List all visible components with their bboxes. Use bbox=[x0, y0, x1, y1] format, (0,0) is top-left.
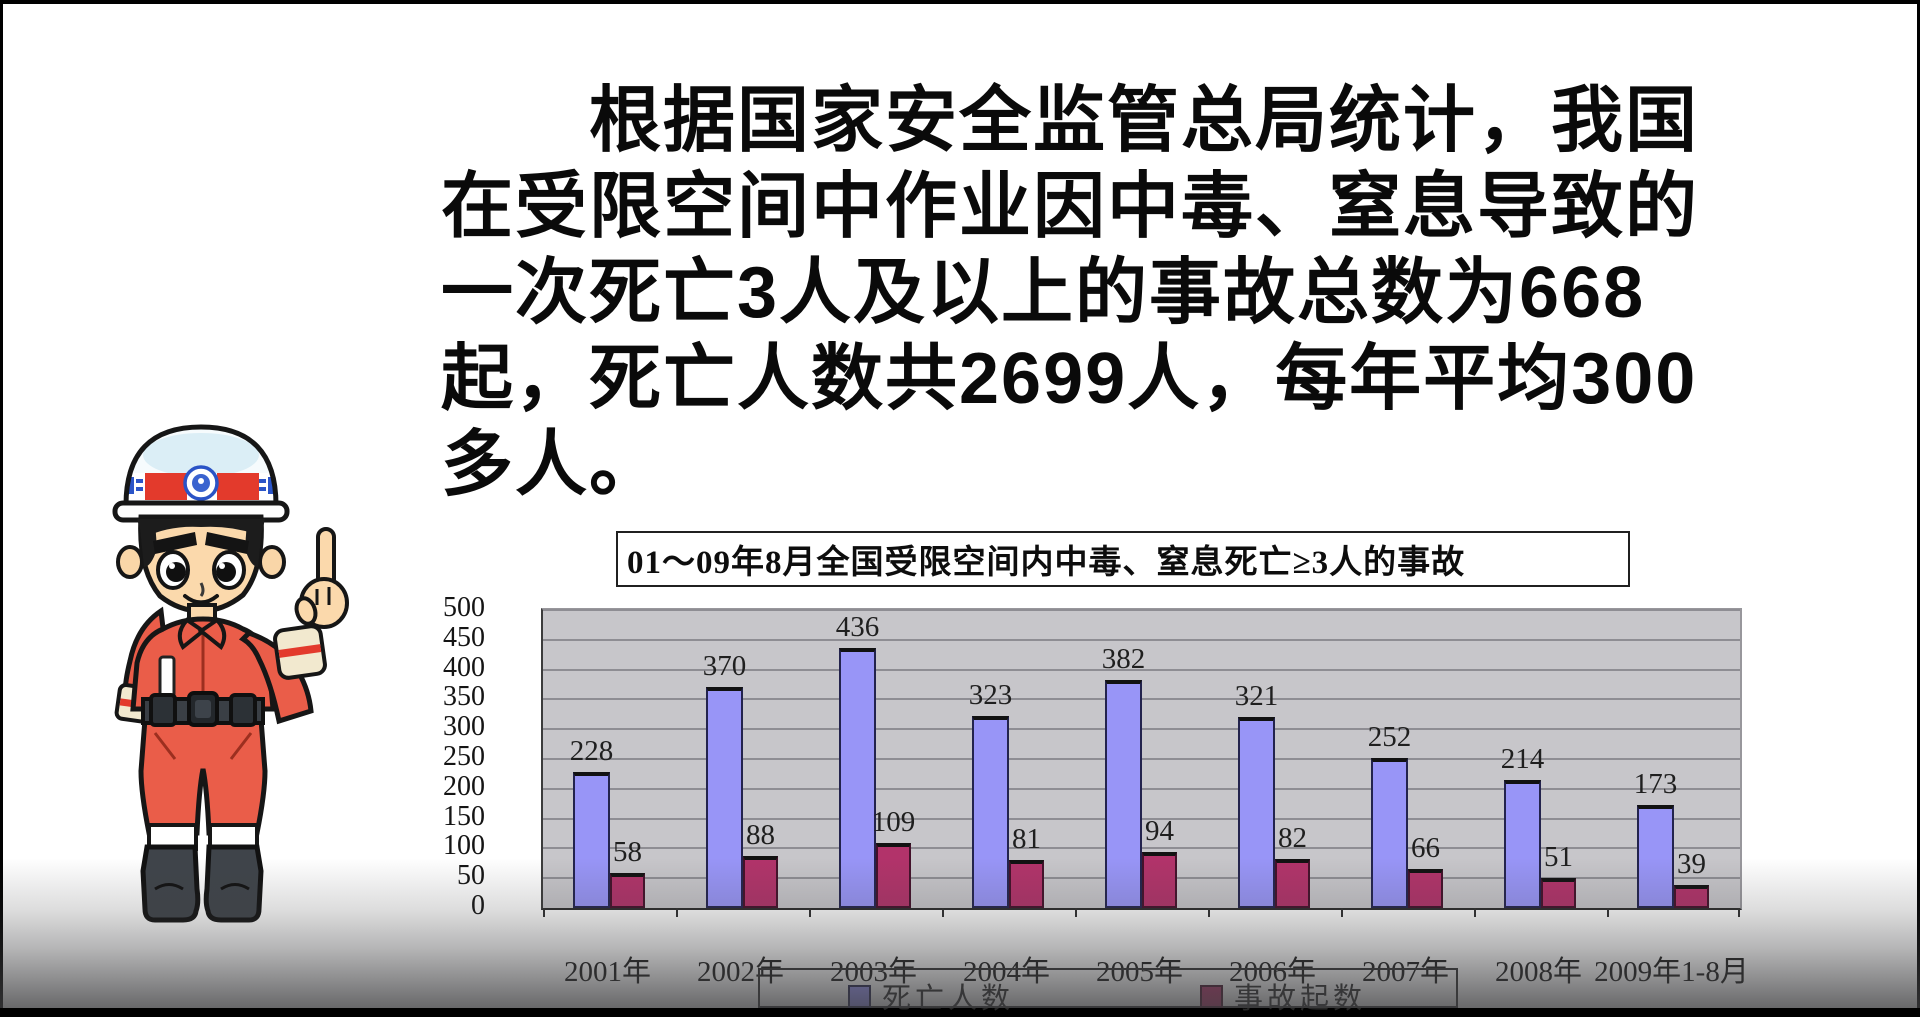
bar-accidents bbox=[743, 855, 778, 908]
legend-swatch-accidents bbox=[1200, 984, 1223, 1008]
bar-value-label: 109 bbox=[871, 806, 916, 839]
bar-value-label: 51 bbox=[1544, 840, 1573, 873]
y-axis-label: 400 bbox=[443, 651, 485, 683]
axis-tick bbox=[1075, 908, 1077, 917]
bar-value-label: 173 bbox=[1633, 767, 1678, 800]
bar-deaths bbox=[1105, 680, 1142, 908]
bar-value-label: 321 bbox=[1234, 679, 1279, 712]
y-axis-label: 500 bbox=[443, 592, 485, 623]
bar-value-label: 323 bbox=[968, 678, 1013, 711]
bar-deaths bbox=[839, 648, 876, 908]
chart-title: 01～09年8月全国受限空间内中毒、窒息死亡≥3人的事故 bbox=[627, 545, 1466, 581]
bar-accidents bbox=[1408, 868, 1443, 908]
legend-entry-accidents: 事故起数 bbox=[1200, 975, 1366, 1017]
grid-line bbox=[543, 668, 1740, 671]
y-axis-label: 0 bbox=[471, 890, 485, 921]
axis-tick bbox=[543, 908, 545, 917]
bar-value-label: 214 bbox=[1500, 743, 1545, 776]
bar-accidents bbox=[1275, 859, 1310, 908]
bar-deaths bbox=[706, 687, 743, 908]
legend-label: 死亡人数 bbox=[882, 983, 1015, 1015]
paragraph-line: 多人。 bbox=[441, 425, 664, 505]
axis-tick bbox=[809, 908, 811, 917]
chart-plot-area: 228 58 370 88 436 109 323 81 382 94 321 82 252 66 214 5… bbox=[541, 608, 1742, 917]
chart-title-box: 01～09年8月全国受限空间内中毒、窒息死亡≥3人的事故 bbox=[616, 531, 1630, 587]
bar-value-label: 58 bbox=[613, 836, 642, 869]
bar-accidents bbox=[1674, 884, 1709, 908]
y-axis-label: 150 bbox=[443, 800, 485, 832]
bar-deaths bbox=[1238, 716, 1275, 908]
bar-value-label: 228 bbox=[569, 735, 614, 768]
bar-value-label: 82 bbox=[1278, 822, 1307, 855]
legend-entry-deaths: 死亡人数 bbox=[848, 975, 1014, 1017]
y-axis: 500 450 400 350 300 250 200 150 100 50 0 bbox=[403, 593, 513, 921]
y-axis-label: 50 bbox=[457, 860, 485, 892]
bar-value-label: 436 bbox=[835, 611, 880, 644]
y-axis-label: 450 bbox=[443, 621, 485, 653]
legend-swatch-deaths bbox=[848, 984, 871, 1008]
intro-paragraph: 根据国家安全监管总局统计，我国 在受限空间中作业因中毒、窒息导致的 一次死亡3人… bbox=[441, 78, 1741, 508]
y-axis-label: 300 bbox=[443, 711, 485, 743]
paragraph-line: 起，死亡人数共2699人，每年平均300 bbox=[441, 339, 1698, 419]
axis-tick bbox=[942, 908, 944, 917]
bar-value-label: 370 bbox=[702, 650, 747, 683]
paragraph-line: 在受限空间中作业因中毒、窒息导致的 bbox=[441, 167, 1700, 247]
bar-accidents bbox=[1541, 877, 1576, 908]
y-axis-label: 350 bbox=[443, 681, 485, 713]
axis-tick bbox=[676, 908, 678, 917]
y-axis-label: 250 bbox=[443, 741, 485, 772]
bar-accidents bbox=[1009, 859, 1044, 908]
slide: 根据国家安全监管总局统计，我国 在受限空间中作业因中毒、窒息导致的 一次死亡3人… bbox=[3, 4, 1917, 1015]
bar-value-label: 81 bbox=[1012, 822, 1041, 855]
bar-value-label: 39 bbox=[1677, 847, 1706, 880]
y-axis-label: 200 bbox=[443, 770, 485, 802]
bar-accidents bbox=[610, 873, 645, 908]
bar-deaths bbox=[972, 715, 1009, 908]
axis-tick bbox=[1208, 908, 1210, 917]
axis-tick bbox=[1738, 908, 1740, 917]
grid-line bbox=[543, 609, 1740, 611]
bar-value-label: 94 bbox=[1145, 814, 1174, 847]
paragraph-line: 一次死亡3人及以上的事故总数为668 bbox=[441, 253, 1646, 333]
y-axis-label: 100 bbox=[443, 830, 485, 862]
chart-legend: 死亡人数 事故起数 bbox=[758, 968, 1458, 1015]
bar-value-label: 66 bbox=[1411, 831, 1440, 864]
bar-accidents bbox=[876, 843, 911, 908]
legend-label: 事故起数 bbox=[1234, 983, 1367, 1015]
bar-value-label: 252 bbox=[1367, 720, 1412, 753]
bar-accidents bbox=[1142, 851, 1177, 908]
x-axis-label: 2009年1-8月 bbox=[1594, 956, 1749, 988]
axis-tick bbox=[1607, 908, 1609, 917]
paragraph-line: 根据国家安全监管总局统计，我国 bbox=[589, 81, 1700, 161]
axis-tick bbox=[1474, 908, 1476, 917]
firefighter-mascot bbox=[103, 419, 353, 929]
axis-tick bbox=[1341, 908, 1343, 917]
bar-value-label: 382 bbox=[1101, 643, 1146, 676]
bar-value-label: 88 bbox=[746, 818, 775, 851]
grid-line bbox=[543, 638, 1740, 641]
